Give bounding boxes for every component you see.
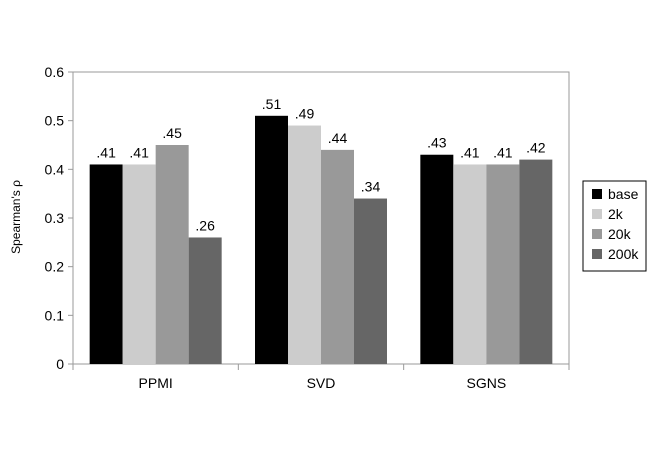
- data-label: .45: [162, 125, 182, 141]
- legend-label-20k: 20k: [608, 226, 632, 242]
- legend-label-200k: 200k: [608, 246, 639, 262]
- bar-2k: [453, 164, 487, 364]
- x-category-label: SVD: [307, 375, 336, 391]
- x-category-label: SGNS: [466, 375, 506, 391]
- bar-20k: [155, 145, 189, 364]
- data-label: .51: [262, 96, 282, 112]
- legend-swatch-base: [592, 189, 602, 199]
- data-label: .49: [295, 106, 315, 122]
- bar-200k: [519, 159, 553, 364]
- data-label: .34: [361, 179, 381, 195]
- x-category-label: PPMI: [139, 375, 173, 391]
- legend-swatch-2k: [592, 209, 602, 219]
- legend-label-base: base: [608, 186, 639, 202]
- y-tick-label: 0: [56, 356, 64, 372]
- y-tick-label: 0.6: [45, 64, 65, 80]
- legend: base 2k 20k 200k: [582, 180, 647, 272]
- bar-2k: [288, 125, 321, 365]
- data-label: .41: [493, 144, 513, 160]
- bar-20k: [486, 164, 520, 364]
- y-tick-label: 0.4: [45, 161, 65, 177]
- data-label: .26: [195, 217, 215, 233]
- legend-label-2k: 2k: [608, 206, 624, 222]
- data-label: .41: [129, 144, 149, 160]
- bar-2k: [122, 164, 156, 364]
- bar-base: [89, 164, 123, 364]
- data-labels-layer: .41 .41 .45 .26 .51 .49 .44 .34 .43 .41 .41 .42: [96, 96, 545, 234]
- bar-20k: [321, 149, 354, 364]
- bar-200k: [354, 198, 387, 364]
- bars-layer: [89, 115, 553, 365]
- data-label: .41: [460, 144, 480, 160]
- data-label: .43: [427, 135, 447, 151]
- y-tick-label: 0.1: [45, 307, 65, 323]
- bar-200k: [188, 237, 222, 364]
- data-label: .41: [96, 144, 116, 160]
- y-tick-label: 0.2: [45, 259, 65, 275]
- y-tick-label: 0.5: [45, 113, 65, 129]
- data-label: .44: [328, 130, 348, 146]
- bar-base: [255, 115, 288, 364]
- legend-swatch-200k: [592, 249, 602, 259]
- data-label: .42: [526, 140, 546, 156]
- bar-base: [420, 154, 454, 364]
- legend-swatch-20k: [592, 229, 602, 239]
- y-tick-label: 0.3: [45, 210, 65, 226]
- y-axis-title: Spearman's ρ: [9, 180, 23, 254]
